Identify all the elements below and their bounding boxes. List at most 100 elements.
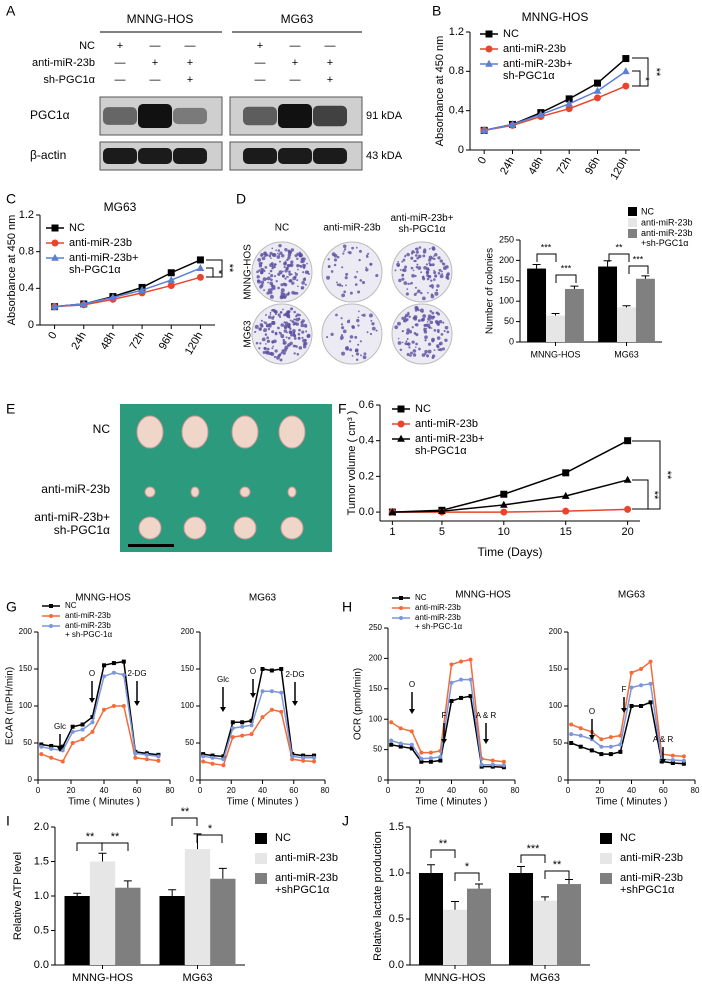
annotation: *** (633, 254, 644, 264)
marker (102, 663, 106, 668)
legend-label: NC (620, 832, 636, 844)
colony-dot (425, 327, 428, 330)
blot-band (313, 148, 347, 164)
marker (249, 723, 254, 728)
bar (546, 315, 565, 342)
chart: 0 0.4 0.8 1.2 MG63 Absorbance at 450 nm 0 24h 48… (6, 200, 235, 357)
colony-dot (365, 268, 369, 272)
panel-label: G (6, 599, 17, 615)
treatment-label: NC (79, 40, 95, 52)
blot-band (103, 107, 137, 125)
colony-dot (358, 310, 360, 313)
colony-dot (301, 257, 304, 260)
colony-dot (406, 288, 409, 291)
colony-dot (282, 340, 287, 345)
colony-dot (409, 354, 412, 357)
error-bar (427, 864, 435, 873)
band-size: 91 kDA (366, 110, 403, 122)
colony-dot (401, 273, 405, 277)
arrow-head (483, 739, 489, 744)
arrow-head (621, 708, 627, 713)
x-tick-label: 60 (659, 786, 668, 795)
marker (39, 744, 44, 749)
colony-dot (422, 250, 427, 254)
marker (210, 753, 215, 758)
colony-dot (262, 277, 267, 282)
x-tick-label: 24h (69, 330, 89, 352)
x-tick-label: 20 (67, 786, 76, 795)
colony-dot (264, 253, 267, 256)
marker (569, 732, 574, 737)
annotation: ** (181, 806, 190, 818)
y-tick-label: 150 (549, 664, 563, 673)
y-tick-label: 200 (369, 654, 383, 663)
marker (480, 126, 489, 134)
chart-title: MG63 (618, 590, 646, 601)
tumor (181, 415, 209, 449)
legend-label: NC (69, 222, 85, 234)
treatment-sign: + (327, 57, 333, 69)
marker (249, 732, 254, 737)
x-axis-label: Time ( Minutes ) (68, 797, 140, 808)
legend-label: anti-miR-23b (503, 43, 566, 55)
colony-dot (297, 332, 301, 336)
marker (389, 742, 394, 747)
blot-band (243, 148, 277, 164)
colony-dot (293, 310, 296, 314)
colony-dot (369, 332, 373, 336)
colony-dot (345, 272, 349, 276)
colony-dot (354, 335, 358, 339)
marker (109, 293, 117, 301)
colony-dot (340, 335, 344, 340)
treatment-sign: + (187, 74, 193, 86)
marker (49, 604, 53, 608)
colony-dot (290, 260, 294, 264)
marker (138, 285, 146, 293)
panel-label: H (342, 599, 352, 615)
blot-band (138, 104, 172, 128)
error-bar (641, 275, 650, 279)
colony-dot (423, 323, 427, 327)
colony-dot (433, 349, 436, 352)
colony-dot (437, 272, 441, 275)
colony-dot (293, 318, 296, 321)
annotation: *** (541, 242, 552, 252)
x-tick-label: 40 (100, 786, 109, 795)
colony-dot (271, 330, 275, 334)
colony-dot (429, 263, 433, 267)
treatment-sign: + (292, 57, 298, 69)
colony-dot (446, 330, 450, 334)
marker (49, 755, 54, 760)
annotation: *** (527, 843, 541, 855)
marker (102, 707, 106, 712)
colony-dot (405, 292, 409, 296)
x-tick-label: 80 (166, 786, 175, 795)
marker (459, 695, 464, 700)
marker (111, 661, 116, 666)
colony-dot (396, 262, 400, 267)
colony-dot (442, 262, 446, 266)
colony-dot (445, 265, 449, 269)
y-axis-label: Absorbance at 450 nm (434, 36, 446, 147)
colony-dot (438, 320, 443, 324)
annotation: ** (439, 838, 448, 850)
colony-dot (274, 332, 278, 336)
blot-band (278, 148, 312, 164)
marker (167, 269, 175, 277)
colony-dot (446, 272, 450, 276)
x-tick-label: 48h (98, 330, 118, 352)
series-line (392, 479, 628, 513)
legend-swatch (600, 853, 612, 864)
panel-label: D (236, 191, 246, 207)
colony-dot (288, 270, 291, 274)
colony-dot (348, 319, 350, 322)
colony-dot (255, 341, 259, 345)
marker (490, 762, 495, 767)
panel-label: E (6, 401, 15, 417)
x-tick-label: 0 (36, 786, 41, 795)
marker (230, 726, 235, 731)
colony-dot (401, 260, 404, 263)
marker (279, 709, 284, 714)
error-bar (603, 260, 612, 267)
